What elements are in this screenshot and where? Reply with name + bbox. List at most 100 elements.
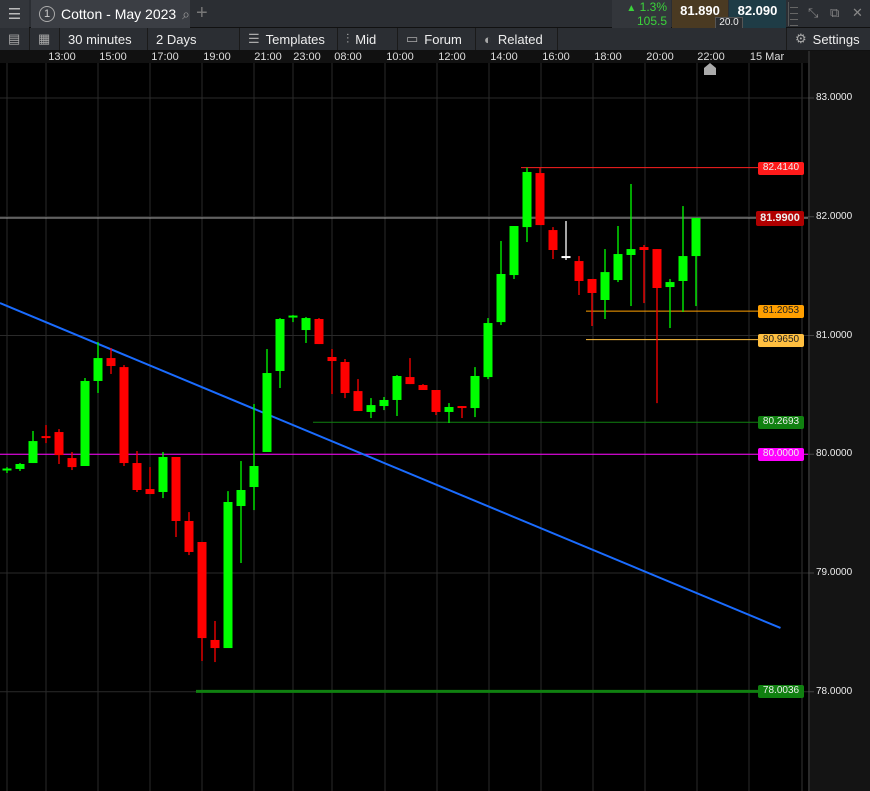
candle-body — [41, 436, 51, 439]
candle-body — [405, 377, 415, 385]
price-tick-label: 81.0000 — [816, 329, 853, 341]
candle-body — [2, 468, 12, 471]
candle-body — [483, 323, 493, 378]
candle-body — [262, 373, 272, 452]
interval-select[interactable]: 30 minutes — [60, 28, 148, 50]
range-select[interactable]: 2 Days — [148, 28, 240, 50]
price-level-label[interactable]: 80.9650 — [758, 333, 804, 347]
related-label: Related — [497, 31, 543, 47]
time-label: 16:00 — [542, 51, 570, 63]
search-icon[interactable]: ⌕ — [182, 5, 190, 22]
candle-body — [548, 230, 558, 250]
up-arrow-icon: ▲ — [626, 3, 637, 14]
candle-body — [249, 466, 259, 488]
candle-body — [106, 358, 116, 367]
candle-body — [80, 380, 90, 467]
candle-body — [197, 542, 207, 639]
candle-body — [171, 456, 181, 521]
related-button[interactable]: ◐ Related — [476, 28, 558, 50]
time-label: 19:00 — [203, 51, 231, 63]
candle-body — [444, 406, 454, 412]
change-percent: 1.3% — [639, 0, 667, 14]
templates-label: Templates — [265, 31, 325, 47]
candle-body — [691, 217, 701, 257]
list-icon[interactable]: ▤ — [0, 28, 30, 50]
price-level-label[interactable]: 81.9900 — [756, 210, 804, 226]
candle-body — [457, 406, 467, 409]
candle-body — [600, 272, 610, 300]
price-tick-label: 82.0000 — [816, 210, 853, 222]
time-label: 21:00 — [254, 51, 282, 63]
templates-button[interactable]: ☰ Templates — [240, 28, 338, 50]
candle-body — [392, 375, 402, 400]
candle-body — [522, 171, 532, 228]
layout-icon[interactable]: ▦ — [30, 28, 60, 50]
popout-icon[interactable]: ⧉ — [830, 5, 840, 20]
speech-bubble-icon: ▭ — [406, 31, 419, 46]
candle-body — [574, 261, 584, 281]
trend-line — [0, 302, 781, 629]
time-label: 23:00 — [293, 51, 321, 63]
forum-label: Forum — [424, 31, 462, 47]
time-axis: 13:00 15:00 17:00 19:00 21:00 23:00 08:00 10:00… — [0, 51, 808, 63]
price-level-label[interactable]: 80.2693 — [758, 416, 804, 430]
candle-body — [275, 318, 285, 372]
current-time-marker-icon — [704, 63, 716, 75]
candle-body — [366, 405, 376, 412]
price-tick-label: 78.0000 — [816, 685, 853, 697]
candle-body — [236, 489, 246, 507]
candle-body — [288, 315, 298, 318]
minimize-icon[interactable]: ⤡ — [808, 5, 819, 20]
candle-body — [431, 390, 441, 412]
chart-toolbar: ▤ ▦ 30 minutes 2 Days ☰ Templates ⫶ Mid ▭ F… — [0, 28, 870, 51]
candle-body — [639, 247, 649, 250]
interval-label: 30 minutes — [68, 31, 132, 47]
sliders-icon: ☰ — [248, 31, 260, 46]
range-label: 2 Days — [156, 31, 197, 47]
candle-body — [210, 639, 220, 649]
time-label: 10:00 — [386, 51, 414, 63]
candle-body — [158, 456, 168, 493]
price-axis[interactable] — [808, 51, 870, 791]
tab-title: Cotton - May 2023 — [61, 6, 177, 22]
price-level-label[interactable]: 82.4140 — [758, 161, 804, 175]
candle-body — [652, 249, 662, 288]
time-label: 13:00 — [48, 51, 76, 63]
price-level-label[interactable]: 80.0000 — [758, 448, 804, 462]
gear-icon: ⚙ — [795, 31, 807, 46]
candle-body — [418, 385, 428, 391]
add-tab-icon[interactable]: + — [196, 2, 208, 24]
instrument-tab[interactable]: 1 Cotton - May 2023 ⌕ — [31, 0, 190, 28]
price-level-label[interactable]: 81.2053 — [758, 305, 804, 319]
price-level-label[interactable]: 78.0036 — [758, 685, 804, 699]
candle-body — [67, 458, 77, 468]
tab-number: 1 — [39, 6, 55, 22]
price-tick-label: 79.0000 — [816, 567, 853, 578]
time-label: 22:00 — [697, 51, 725, 63]
candle-body — [379, 399, 389, 407]
time-label: 15:00 — [99, 51, 127, 63]
menu-icon[interactable]: ☰ — [0, 0, 29, 28]
price-type-button[interactable]: ⫶ Mid — [338, 28, 398, 50]
candle-body — [93, 358, 103, 381]
candle-body — [509, 226, 519, 276]
candle-body — [678, 256, 688, 281]
forum-button[interactable]: ▭ Forum — [398, 28, 476, 50]
ladder-icon[interactable] — [788, 2, 798, 26]
close-icon[interactable]: ✕ — [852, 5, 863, 20]
candle-body — [15, 463, 25, 469]
candle-body — [327, 356, 337, 362]
candle-body — [184, 520, 194, 552]
candle-body — [28, 441, 38, 464]
time-label: 08:00 — [334, 51, 362, 63]
candle-body — [54, 432, 64, 456]
time-label: 20:00 — [646, 51, 674, 63]
candle-body — [613, 254, 623, 281]
settings-label: Settings — [812, 31, 860, 47]
candle-body — [145, 489, 155, 495]
time-label: 17:00 — [151, 51, 179, 63]
settings-button[interactable]: ⚙ Settings — [786, 28, 870, 50]
candle-body — [535, 173, 545, 226]
price-tick-label: 83.0000 — [816, 92, 853, 103]
